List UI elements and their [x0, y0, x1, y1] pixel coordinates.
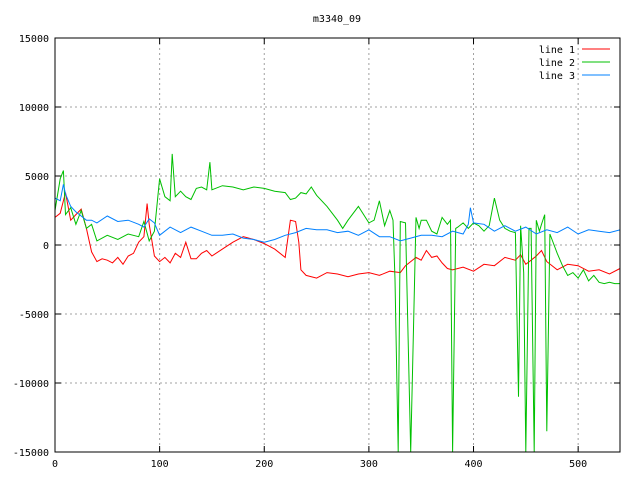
y-tick-label: 0	[43, 241, 49, 252]
y-tick-label: 5000	[25, 172, 49, 183]
x-tick-label: 200	[255, 459, 273, 470]
grid-lines	[55, 38, 620, 452]
series-line-1	[55, 192, 620, 279]
y-tick-label: -15000	[13, 448, 49, 459]
plot-frame	[54, 37, 621, 453]
legend-label: line 1	[539, 45, 575, 56]
axis-ticks: 0 100 200 300 400 500 -15000 -10000 -5000 0 5000 10…	[13, 34, 620, 470]
chart-title: m3340_09	[313, 14, 361, 25]
x-tick-label: 400	[464, 459, 482, 470]
legend: line 1 line 2 line 3	[539, 45, 610, 82]
x-tick-label: 300	[360, 459, 378, 470]
legend-label: line 3	[539, 71, 575, 82]
legend-label: line 2	[539, 58, 575, 69]
y-tick-label: 10000	[19, 103, 49, 114]
series-lines	[55, 153, 620, 452]
x-tick-label: 0	[52, 459, 58, 470]
y-tick-label: 15000	[19, 34, 49, 45]
y-tick-label: -10000	[13, 379, 49, 390]
y-tick-label: -5000	[19, 310, 49, 321]
x-tick-label: 100	[151, 459, 169, 470]
series-line-2	[55, 153, 620, 452]
x-tick-label: 500	[569, 459, 587, 470]
series-line-3	[55, 184, 620, 243]
